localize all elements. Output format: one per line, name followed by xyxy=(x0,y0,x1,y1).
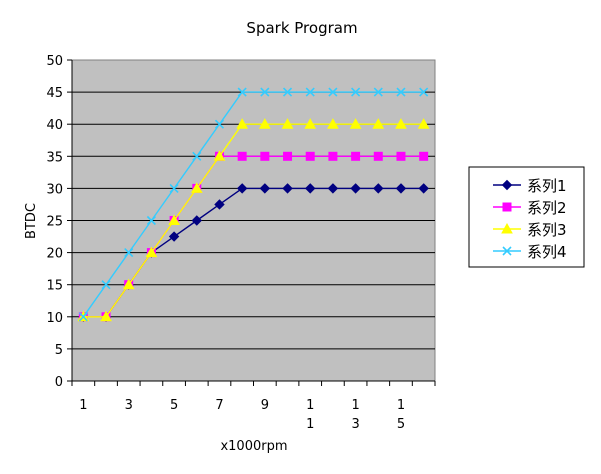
legend-label: 系列3 xyxy=(527,221,567,239)
x-tick-label: 3 xyxy=(351,417,359,432)
y-tick-label: 0 xyxy=(55,375,63,390)
series-4-point xyxy=(101,280,111,290)
series-2-point xyxy=(373,151,383,161)
series-2-point xyxy=(396,151,406,161)
series-3 xyxy=(77,118,430,322)
series-2-point xyxy=(419,151,429,161)
series-1-point xyxy=(168,231,180,242)
series-1-point xyxy=(350,183,361,194)
series-3-point xyxy=(190,182,203,193)
series-3-point xyxy=(395,118,407,129)
series-1-point xyxy=(305,183,316,194)
series-1-point xyxy=(418,183,429,194)
series-1-point xyxy=(327,183,339,194)
chart-title: Spark Program xyxy=(246,19,357,37)
x-tick-label: 1 xyxy=(79,398,87,413)
x-tick-label: 5 xyxy=(170,398,178,413)
y-axis-label: BTDC xyxy=(24,203,39,239)
series-3-point xyxy=(213,150,226,161)
series-3-point xyxy=(349,118,362,129)
series-3-point xyxy=(372,118,385,129)
legend-marker xyxy=(502,246,512,256)
x-tick-label: 3 xyxy=(125,398,133,413)
y-tick-label: 35 xyxy=(46,150,63,165)
y-tick-label: 20 xyxy=(46,247,63,262)
series-1-point xyxy=(214,199,225,210)
series-3-point xyxy=(304,118,317,129)
series-2-point xyxy=(328,151,338,161)
legend-item-3: 系列3 xyxy=(493,221,567,239)
legend-box xyxy=(468,166,585,268)
legend-label: 系列4 xyxy=(527,243,567,261)
legend-item-2: 系列2 xyxy=(493,199,567,217)
series-4-point xyxy=(260,87,270,97)
x-tick-label: 1 xyxy=(306,417,314,432)
y-tick-label: 45 xyxy=(46,86,63,101)
series-2-point xyxy=(305,151,315,161)
series-4-point xyxy=(351,87,361,97)
x-tick-label: 1 xyxy=(306,398,314,413)
x-tick-label: 5 xyxy=(397,417,405,432)
series-4-point xyxy=(78,312,88,322)
legend-label: 系列1 xyxy=(527,177,567,195)
series-4-point xyxy=(124,248,134,258)
series-3-point xyxy=(145,246,158,258)
series-4-point xyxy=(373,87,383,97)
series-2-point xyxy=(260,151,270,161)
series-4-point xyxy=(146,215,156,226)
y-tick-label: 5 xyxy=(55,343,63,358)
y-tick-label: 30 xyxy=(46,182,63,197)
legend-label: 系列2 xyxy=(527,199,567,217)
series-4-point xyxy=(192,151,202,161)
y-tick-label: 25 xyxy=(46,215,63,230)
series-4-point xyxy=(237,87,247,97)
series-1-point xyxy=(191,215,202,226)
legend-item-1: 系列1 xyxy=(493,177,567,195)
y-tick-label: 40 xyxy=(46,118,63,133)
legend-marker xyxy=(501,222,513,234)
y-tick-label: 15 xyxy=(46,279,63,294)
legend-marker xyxy=(502,202,512,212)
series-2-point xyxy=(237,151,247,161)
series-3-point xyxy=(122,278,135,290)
x-tick-label: 1 xyxy=(397,398,405,413)
series-3-point xyxy=(236,118,249,129)
y-tick-label: 10 xyxy=(46,311,63,326)
x-tick-label: 7 xyxy=(215,398,223,413)
series-3-point xyxy=(281,118,294,129)
series-3-point xyxy=(417,118,430,129)
series-1-point xyxy=(373,183,384,194)
legend-marker xyxy=(501,179,513,191)
series-4 xyxy=(78,87,429,322)
series-4-point xyxy=(305,87,315,97)
x-tick-label: 9 xyxy=(261,398,269,413)
series-3-line xyxy=(83,123,424,318)
series-1-point xyxy=(395,183,407,194)
series-3-point xyxy=(100,310,112,322)
series-4-line xyxy=(82,91,424,318)
x-axis-label: x1000rpm xyxy=(220,439,287,454)
series-3-point xyxy=(327,118,339,129)
series-3-point xyxy=(168,214,180,225)
series-4-point xyxy=(282,87,293,97)
series-4-point xyxy=(396,87,406,97)
series-1-point xyxy=(236,183,248,194)
series-1-point xyxy=(282,183,293,194)
series-2-point xyxy=(351,151,361,161)
series-4-point xyxy=(214,119,225,129)
x-tick-label: 1 xyxy=(351,398,359,413)
series-4-point xyxy=(328,87,338,97)
series-1-point xyxy=(259,183,271,194)
y-tick-label: 50 xyxy=(46,54,63,69)
legend-item-4: 系列4 xyxy=(493,243,567,261)
series-2-point xyxy=(283,151,293,161)
series-4-point xyxy=(419,87,429,97)
series-3-point xyxy=(258,118,271,129)
series-4-point xyxy=(169,183,179,193)
